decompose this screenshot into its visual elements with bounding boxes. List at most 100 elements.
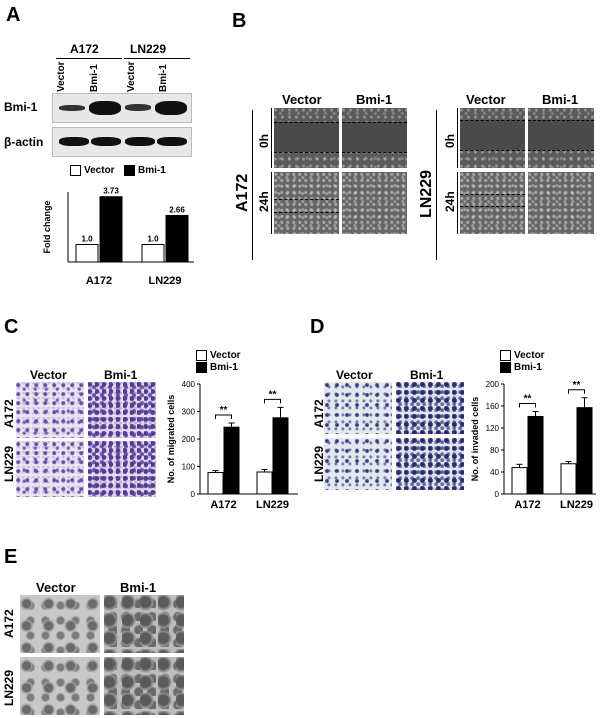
legend-swatch-bmi1	[124, 165, 135, 176]
col-label-vector: Vector	[282, 92, 322, 107]
panel-letter-b: B	[232, 10, 247, 32]
legend-bmi1: Bmi-1	[124, 165, 166, 176]
bar-vector-a172	[75, 244, 99, 263]
x-category-label: A172	[210, 499, 236, 511]
col-label-bmi1: Bmi-1	[104, 368, 138, 382]
legend-vector: Vector	[500, 350, 545, 361]
invasion-image-ln229-bmi1	[396, 438, 464, 490]
data-label: 2.66	[169, 205, 185, 214]
y-axis-label: No. of migrated cells	[166, 395, 176, 484]
y-axis-label: No. of invaded cells	[470, 397, 480, 482]
bar-bmi-1-ln229	[272, 417, 289, 495]
panel-letter-d: D	[310, 316, 325, 338]
chart-fold-change: Fold change 1.0 3.73 A172 1.0 2.66 LN229	[42, 187, 194, 287]
wound-image-ln229-bmi1-0h	[528, 108, 594, 168]
row-label-ln229: LN229	[2, 445, 16, 482]
bracket-line	[252, 110, 253, 260]
legend-swatch-vector	[196, 350, 207, 361]
panel-letter-a: A	[6, 4, 21, 26]
x-category-label: A172	[86, 275, 112, 287]
bar-vector-a172	[207, 472, 224, 495]
colony-image-ln229-vector	[20, 657, 100, 715]
y-tick-label: 120	[486, 424, 500, 433]
legend-swatch-bmi1	[500, 362, 511, 373]
wound-image-ln229-vector-24h	[460, 172, 525, 234]
invasion-image-a172-bmi1	[396, 382, 464, 434]
y-tick-label: 80	[490, 446, 499, 455]
lane-label: Bmi-1	[158, 64, 169, 92]
time-label-0h: 0h	[257, 133, 271, 148]
lane-label: Bmi-1	[89, 64, 100, 92]
time-label-0h: 0h	[443, 133, 457, 148]
col-label-bmi1: Bmi-1	[410, 368, 444, 382]
invasion-image-ln229-vector	[324, 438, 392, 490]
col-label-bmi1: Bmi-1	[120, 580, 157, 595]
y-tick-label: 400	[182, 380, 196, 389]
bracket-line	[457, 108, 458, 168]
bar-vector-ln229	[560, 463, 577, 495]
x-category-label: A172	[514, 499, 540, 511]
x-category-label: LN229	[560, 499, 593, 511]
x-category-label: LN229	[148, 275, 181, 287]
time-label-24h: 24h	[257, 191, 271, 212]
y-tick-label: 0	[495, 490, 500, 499]
chart-invaded-cells: 0 40 80 120 160 200 No. of invaded cells ** A172…	[470, 380, 596, 511]
col-label-vector: Vector	[30, 368, 67, 382]
bracket-line	[436, 110, 437, 260]
bar-vector-a172	[511, 467, 528, 495]
bracket-line	[271, 108, 272, 168]
bracket-line	[457, 172, 458, 234]
y-tick-label: 300	[182, 408, 196, 417]
y-tick-label: 160	[486, 402, 500, 411]
significance-bracket	[264, 398, 281, 404]
significance-label: **	[220, 405, 228, 416]
bar-bmi-1-ln229	[165, 214, 189, 263]
y-tick-label: 40	[490, 468, 499, 477]
data-label: 1.0	[147, 235, 159, 244]
chart-migrated-cells: 0 100 200 300 400 No. of migrated cells ** A172…	[166, 380, 298, 511]
bar-vector-ln229	[256, 471, 273, 495]
group-line-a172	[56, 58, 122, 59]
y-axis-label: Fold change	[42, 200, 52, 253]
col-label-vector: Vector	[466, 92, 506, 107]
bar-vector-ln229	[141, 244, 165, 263]
group-label-ln229: LN229	[130, 42, 167, 56]
legend-bmi1: Bmi-1	[500, 362, 542, 373]
y-tick-label: 200	[486, 380, 500, 389]
significance-label: **	[269, 389, 277, 400]
legend-vector: Vector	[70, 165, 115, 176]
row-label-a172: A172	[2, 399, 16, 428]
y-tick-label: 0	[191, 490, 196, 499]
wound-image-a172-vector-0h	[274, 108, 339, 168]
legend-swatch-vector	[500, 350, 511, 361]
wound-image-a172-bmi1-0h	[342, 108, 407, 168]
col-label-vector: Vector	[36, 580, 76, 595]
significance-label: **	[573, 380, 581, 391]
legend-bmi1: Bmi-1	[196, 362, 238, 373]
bar-bmi-1-a172	[527, 415, 544, 495]
legend-swatch-vector	[70, 165, 81, 176]
significance-bracket	[519, 403, 536, 408]
wound-image-ln229-bmi1-24h	[528, 172, 594, 234]
col-label-bmi1: Bmi-1	[542, 92, 579, 107]
col-label-vector: Vector	[336, 368, 373, 382]
legend-swatch-bmi1	[196, 362, 207, 373]
data-label: 3.73	[103, 187, 119, 196]
colony-image-a172-vector	[20, 595, 100, 653]
lane-label: Vector	[56, 61, 67, 92]
group-label-a172: A172	[70, 42, 99, 56]
wound-image-a172-bmi1-24h	[342, 172, 407, 234]
bar-bmi-1-ln229	[576, 407, 593, 495]
bar-bmi-1-a172	[223, 426, 240, 495]
migration-image-a172-bmi1	[88, 382, 156, 438]
wound-image-ln229-vector-0h	[460, 108, 525, 168]
significance-bracket	[215, 414, 232, 420]
legend-vector: Vector	[196, 350, 241, 361]
cell-line-label-a172: A172	[234, 173, 251, 212]
col-label-bmi1: Bmi-1	[356, 92, 393, 107]
invasion-image-a172-vector	[324, 382, 392, 434]
row-label-a172: A172	[2, 609, 16, 638]
bar-bmi-1-a172	[99, 196, 123, 263]
migration-image-a172-vector	[16, 382, 84, 438]
blot-row-label-bmi1: Bmi-1	[4, 100, 38, 114]
